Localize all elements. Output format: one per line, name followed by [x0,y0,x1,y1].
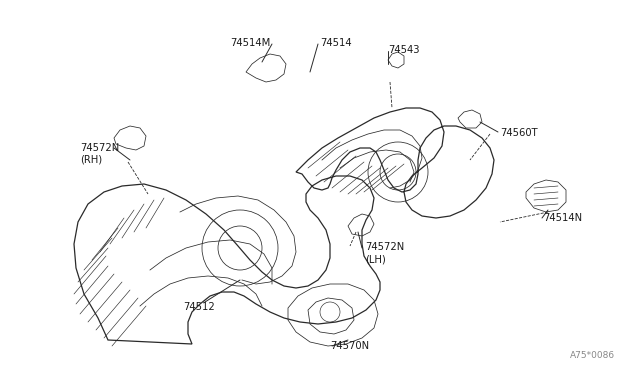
Text: 74560T: 74560T [500,128,538,138]
Text: 74572N: 74572N [365,242,404,252]
Text: 74512: 74512 [183,302,215,312]
Text: 74570N: 74570N [330,341,369,351]
Text: 74514N: 74514N [543,213,582,223]
Text: 74514: 74514 [320,38,351,48]
Text: 74514M: 74514M [230,38,270,48]
Text: 74543: 74543 [388,45,419,55]
Text: 74572N: 74572N [80,143,119,153]
Text: A75*0086: A75*0086 [570,351,615,360]
Text: (LH): (LH) [365,254,386,264]
Text: (RH): (RH) [80,155,102,165]
